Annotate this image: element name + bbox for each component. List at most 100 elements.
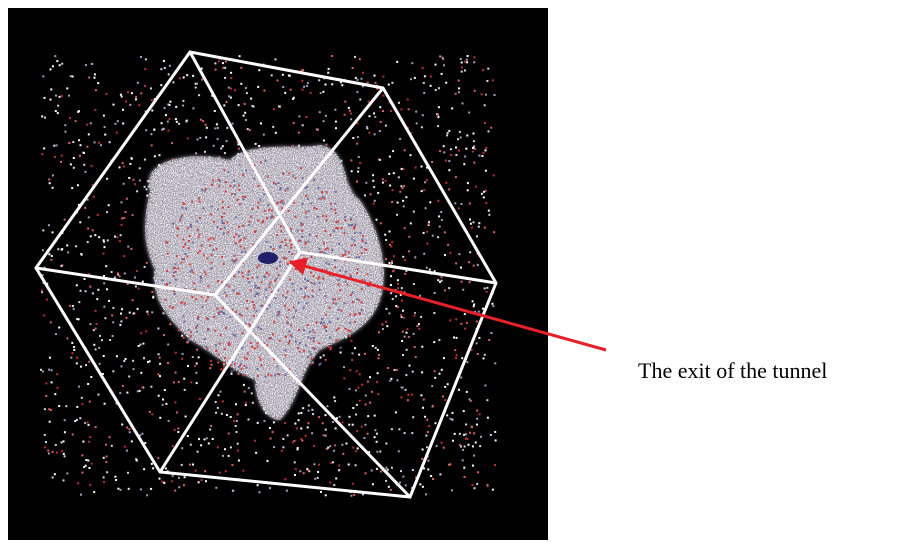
particle bbox=[276, 201, 279, 204]
particle bbox=[267, 273, 270, 276]
particle bbox=[422, 398, 425, 401]
particle bbox=[210, 267, 213, 270]
particle bbox=[216, 138, 219, 141]
particle bbox=[494, 464, 496, 466]
particle bbox=[379, 121, 382, 123]
particle bbox=[414, 356, 417, 359]
particle bbox=[63, 455, 66, 458]
particle bbox=[206, 296, 209, 299]
particle bbox=[469, 218, 471, 221]
particle bbox=[224, 76, 226, 79]
particle bbox=[356, 180, 358, 183]
particle bbox=[202, 120, 205, 123]
particle bbox=[430, 475, 433, 477]
particle bbox=[424, 181, 427, 184]
particle bbox=[253, 304, 256, 306]
particle bbox=[288, 368, 291, 371]
particle bbox=[350, 170, 353, 173]
particle bbox=[403, 335, 406, 338]
box-edge bbox=[35, 266, 216, 297]
particle bbox=[219, 228, 222, 230]
particle bbox=[205, 480, 207, 483]
particle bbox=[221, 256, 224, 258]
particle bbox=[56, 386, 59, 389]
particle bbox=[354, 76, 357, 79]
particle bbox=[168, 118, 171, 121]
particle bbox=[244, 196, 247, 198]
particle bbox=[63, 419, 66, 422]
particle bbox=[488, 339, 491, 341]
particle bbox=[215, 350, 218, 352]
particle bbox=[455, 262, 458, 265]
particle bbox=[204, 150, 206, 153]
particle bbox=[454, 349, 457, 352]
particle bbox=[122, 182, 125, 185]
particle bbox=[121, 385, 124, 387]
particle bbox=[189, 223, 192, 226]
particle bbox=[125, 316, 128, 319]
particle bbox=[385, 239, 388, 241]
particle bbox=[140, 56, 142, 58]
particle bbox=[50, 255, 53, 257]
particle bbox=[227, 86, 230, 89]
particle bbox=[132, 312, 135, 315]
particle bbox=[43, 147, 46, 150]
particle bbox=[307, 469, 310, 472]
particle bbox=[236, 141, 239, 144]
particle bbox=[62, 479, 65, 482]
particle bbox=[448, 287, 451, 290]
particle bbox=[425, 179, 428, 182]
particle bbox=[207, 318, 210, 321]
particle bbox=[337, 220, 340, 223]
particle bbox=[235, 258, 238, 261]
particle bbox=[233, 254, 236, 257]
particle bbox=[273, 446, 275, 449]
particle bbox=[213, 316, 216, 318]
particle bbox=[330, 462, 333, 464]
particle bbox=[268, 208, 271, 211]
particle bbox=[82, 151, 85, 154]
particle bbox=[358, 373, 361, 376]
particle bbox=[222, 232, 225, 235]
particle bbox=[200, 295, 203, 298]
particle bbox=[379, 106, 382, 109]
particle bbox=[448, 160, 451, 163]
particle bbox=[126, 391, 129, 394]
particle bbox=[337, 309, 340, 311]
particle bbox=[58, 64, 61, 67]
particle bbox=[146, 494, 149, 497]
particle bbox=[301, 88, 304, 91]
particle bbox=[151, 109, 154, 112]
particle bbox=[141, 432, 144, 435]
particle bbox=[471, 300, 474, 303]
particle bbox=[410, 393, 413, 396]
particle bbox=[191, 241, 194, 244]
particle bbox=[476, 253, 479, 255]
particle bbox=[470, 226, 473, 229]
particle bbox=[101, 373, 104, 375]
particle bbox=[360, 252, 363, 255]
particle bbox=[233, 236, 236, 239]
particle bbox=[198, 250, 201, 253]
particle bbox=[199, 217, 201, 219]
particle bbox=[161, 403, 164, 406]
particle bbox=[198, 438, 200, 441]
particle bbox=[89, 285, 92, 288]
particle bbox=[484, 384, 487, 387]
particle bbox=[381, 328, 384, 330]
particle bbox=[404, 484, 407, 487]
particle bbox=[120, 95, 123, 98]
particle bbox=[77, 203, 80, 206]
particle bbox=[84, 170, 87, 173]
particle bbox=[478, 413, 481, 416]
particle bbox=[142, 342, 145, 345]
particle bbox=[78, 385, 81, 388]
particle bbox=[415, 476, 417, 479]
particle bbox=[205, 136, 208, 139]
particle bbox=[301, 235, 303, 238]
particle bbox=[354, 225, 357, 228]
particle bbox=[424, 415, 427, 418]
particle bbox=[434, 89, 437, 91]
particle bbox=[399, 481, 401, 484]
